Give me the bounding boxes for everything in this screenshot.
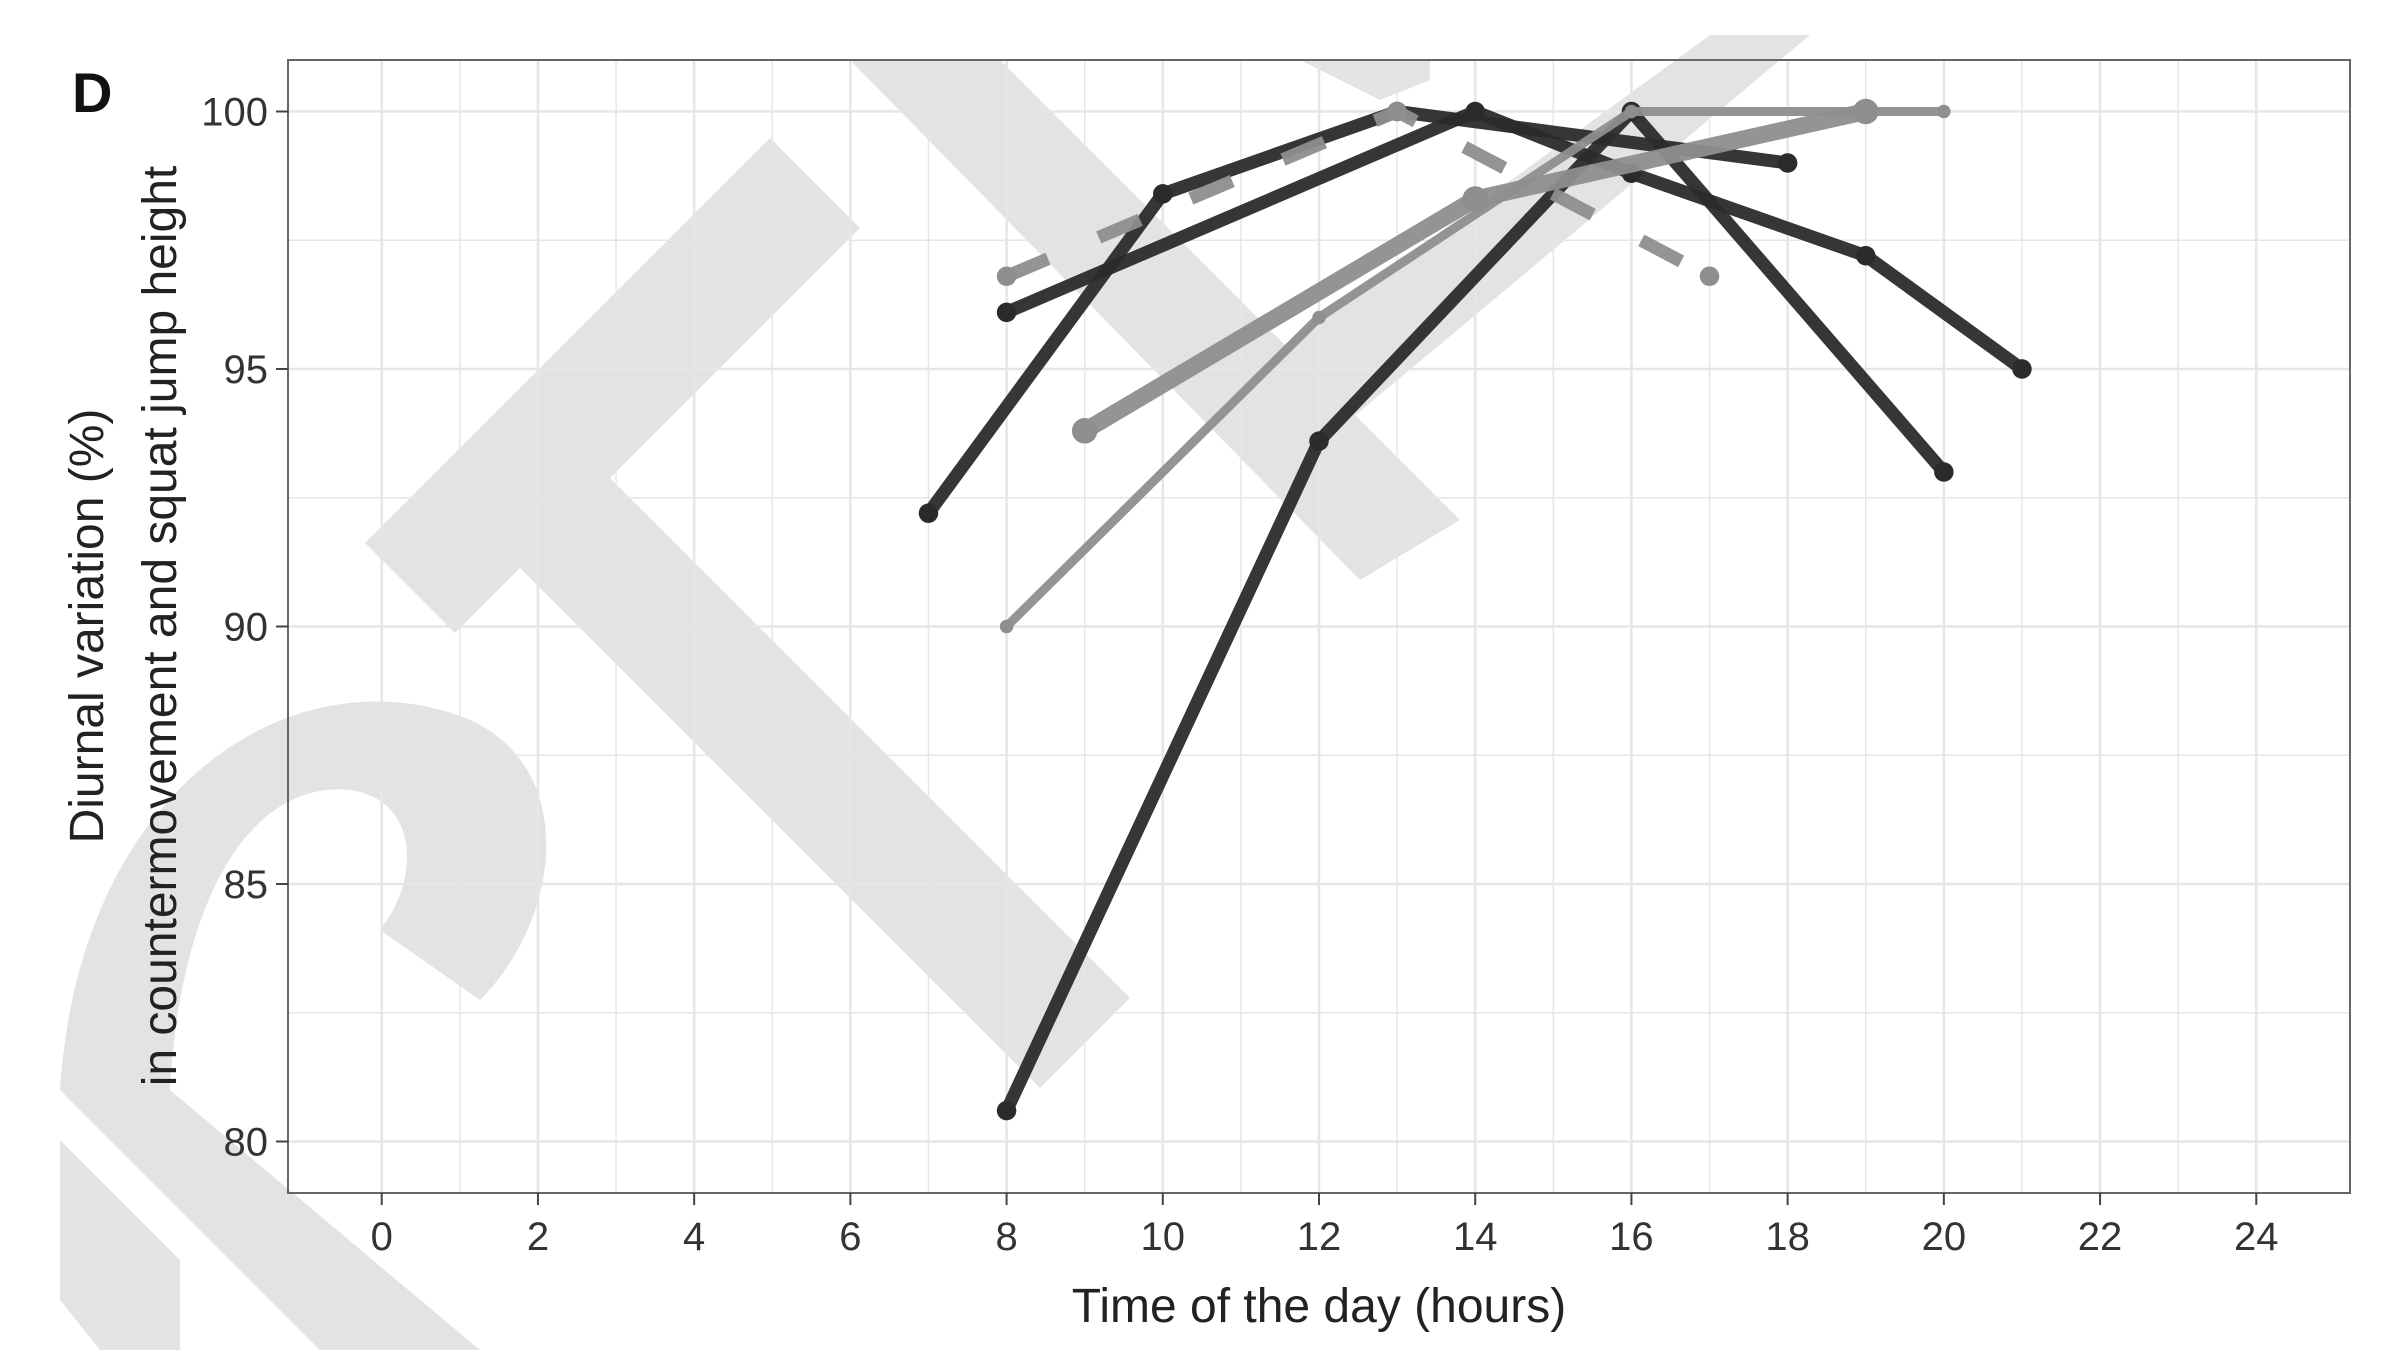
data-point bbox=[1624, 104, 1639, 119]
x-tick-label: 2 bbox=[527, 1215, 549, 1259]
data-point bbox=[918, 503, 939, 523]
data-point bbox=[1309, 431, 1329, 451]
data-point bbox=[996, 266, 1017, 287]
data-point bbox=[1937, 104, 1951, 119]
plot-area bbox=[287, 59, 2351, 1194]
watermark-logo bbox=[60, 35, 1810, 1350]
series-6 bbox=[999, 104, 1951, 634]
x-tick-label: 12 bbox=[1297, 1215, 1342, 1259]
data-point bbox=[999, 619, 1014, 634]
grid-lines bbox=[288, 60, 2350, 1193]
y-axis-ticks: 80 85 90 95 100 bbox=[201, 91, 288, 1165]
data-point bbox=[1387, 101, 1407, 122]
x-tick-label: 14 bbox=[1453, 1215, 1498, 1259]
x-tick-label: 10 bbox=[1141, 1215, 1186, 1259]
y-axis-title-line1: Diurnal variation (%) bbox=[61, 409, 114, 844]
x-tick-label: 16 bbox=[1609, 1215, 1654, 1259]
x-tick-label: 8 bbox=[995, 1215, 1017, 1259]
x-tick-label: 6 bbox=[839, 1215, 861, 1259]
x-axis-title: Time of the day (hours) bbox=[1072, 1280, 1566, 1333]
data-point bbox=[1153, 184, 1173, 204]
y-tick-label: 95 bbox=[224, 348, 269, 392]
series-layer bbox=[918, 98, 2032, 1121]
series-line bbox=[1002, 107, 1949, 631]
data-point bbox=[1855, 245, 1876, 266]
y-tick-label: 90 bbox=[224, 606, 269, 650]
x-tick-label: 24 bbox=[2234, 1215, 2279, 1259]
data-point bbox=[1934, 462, 1954, 482]
x-tick-label: 4 bbox=[683, 1215, 705, 1259]
x-tick-label: 22 bbox=[2078, 1215, 2123, 1259]
series-line bbox=[1000, 105, 1951, 1118]
series-4 bbox=[996, 101, 1720, 287]
x-axis-ticks: 0 2 4 6 8 10 12 14 16 18 20 22 24 bbox=[371, 1193, 2279, 1259]
data-point bbox=[1312, 310, 1326, 325]
data-point bbox=[1777, 153, 1798, 173]
y-axis-title-line2: in countermovement and squat jump height bbox=[134, 166, 187, 1087]
x-tick-label: 0 bbox=[371, 1215, 393, 1259]
x-tick-label: 20 bbox=[1922, 1215, 1967, 1259]
panel-letter: D bbox=[72, 61, 112, 124]
data-point bbox=[1465, 101, 1485, 122]
data-point bbox=[996, 302, 1017, 323]
y-tick-label: 100 bbox=[201, 91, 268, 135]
data-point bbox=[2012, 359, 2032, 379]
data-point bbox=[1071, 418, 1098, 444]
data-point bbox=[996, 1100, 1017, 1121]
y-tick-label: 85 bbox=[224, 863, 269, 907]
x-tick-label: 18 bbox=[1765, 1215, 1810, 1259]
y-tick-label: 80 bbox=[224, 1121, 269, 1165]
data-point bbox=[1699, 266, 1720, 287]
